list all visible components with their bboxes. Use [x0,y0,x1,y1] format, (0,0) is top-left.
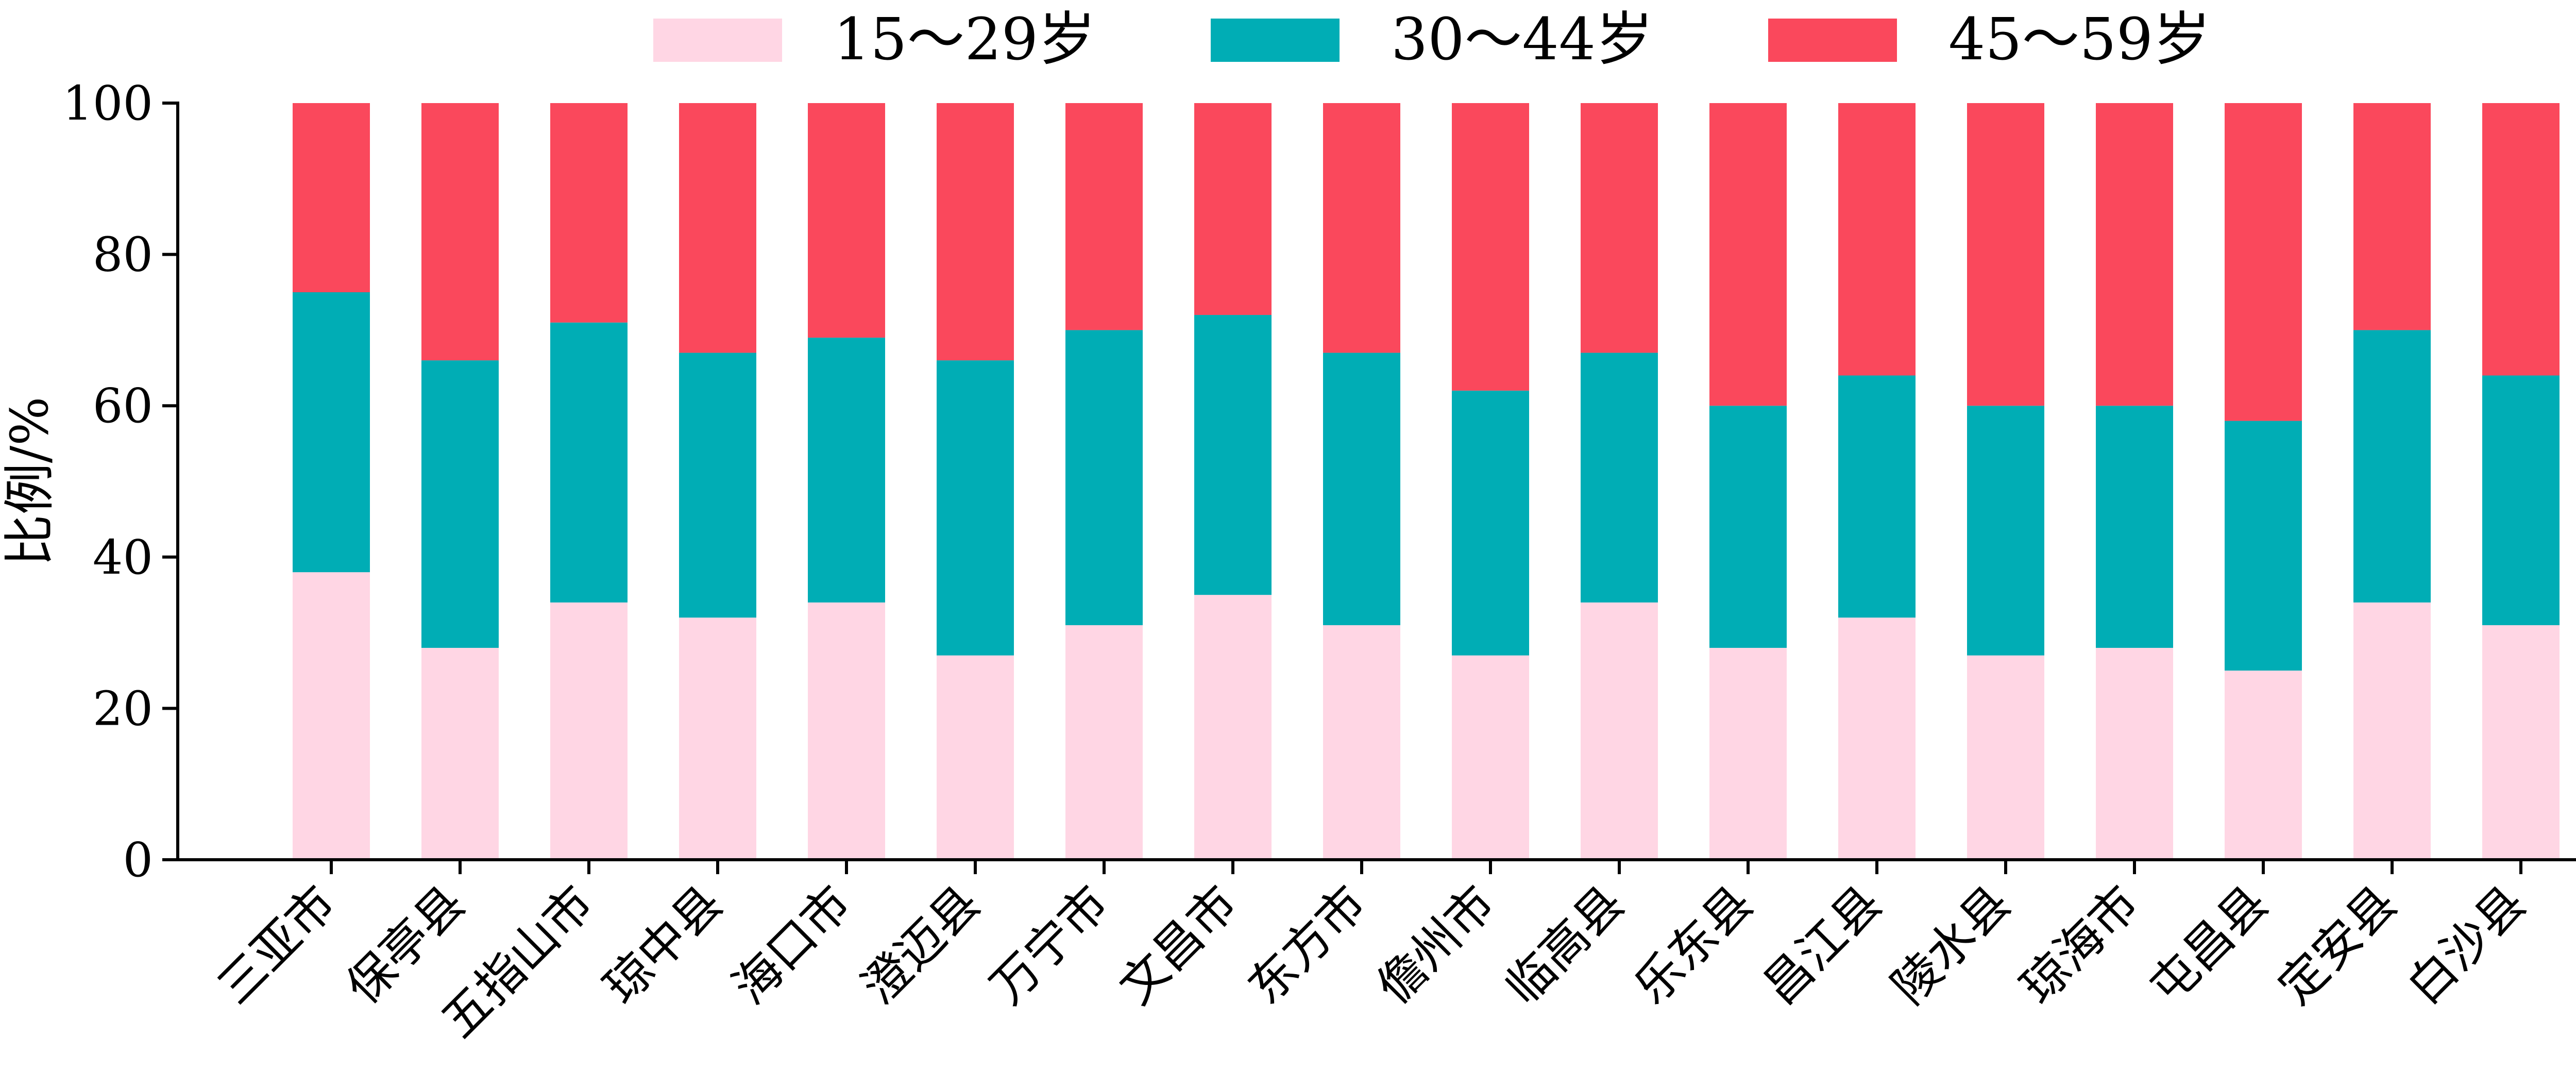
bar-segment [1967,406,2044,656]
bar-segment [1838,103,1916,376]
bar-segment [1581,602,1658,860]
bar-segment [1967,655,2044,860]
legend: 15～29岁 30～44岁 45～59岁 [653,6,2211,73]
legend-label: 45～59岁 [1948,6,2211,73]
bar-segment [550,103,628,323]
bar-segment [1709,647,1787,860]
legend-label: 15～29岁 [834,6,1096,73]
y-tick-label: 100 [62,76,153,131]
bar-segment [937,655,1014,860]
bar-segment [1065,330,1143,625]
axes [176,102,2576,861]
x-category-label: 乐东县 [1624,875,1764,1015]
bar-segment [2225,103,2302,421]
bar-segment [1709,103,1787,406]
bar-segment [2225,671,2302,860]
y-tick-label: 60 [93,378,153,433]
bar-segment [550,322,628,603]
legend-swatch [1211,19,1340,62]
x-category-label: 陵水县 [1882,875,2021,1015]
y-ticks: 0 20 40 60 80 100 [62,76,178,888]
bar-segment [2225,421,2302,671]
legend-swatch [1768,19,1897,62]
bar-segment [550,602,628,860]
bar-segment [937,360,1014,656]
bar-segment [1194,595,1272,860]
bars [293,103,2560,860]
y-tick-label: 0 [123,832,153,888]
x-category-label: 万宁市 [980,875,1120,1015]
bar-segment [2096,406,2173,648]
x-category-label: 定安县 [2268,875,2408,1015]
x-category-label: 文昌市 [1109,875,1248,1015]
y-tick-label: 80 [93,227,153,282]
bar-segment [679,353,756,618]
x-category-label: 屯昌县 [2139,875,2279,1015]
bar-segment [1323,625,1400,860]
bar-segment [1065,103,1143,330]
bar-segment [2353,330,2431,603]
bar-segment [1581,353,1658,603]
bar-segment [679,617,756,860]
bar-segment [293,292,370,573]
bar-segment [1452,655,1529,860]
bar-segment [421,360,499,648]
x-category-label: 三亚市 [207,875,347,1015]
x-ticks: 三亚市保亭县五指山市琼中县海口市澄迈县万宁市文昌市东方市儋州市临高县乐东县昌江县… [207,860,2536,1048]
bar-segment [2482,625,2560,860]
bar-segment [808,103,885,338]
bar-segment [1065,625,1143,860]
bar-segment [1194,103,1272,315]
legend-label: 30～44岁 [1391,6,1653,73]
bar-segment [1323,103,1400,353]
bar-segment [2482,375,2560,625]
bar-segment [1323,353,1400,625]
bar-segment [1709,406,1787,648]
bar-segment [937,103,1014,361]
bar-segment [679,103,756,353]
x-category-label: 琼中县 [594,875,733,1015]
bar-segment [1838,617,1916,860]
bar-segment [293,572,370,860]
bar-segment [1581,103,1658,353]
bar-segment [1838,375,1916,618]
bar-segment [2353,602,2431,860]
y-axis-title: 比例/% [0,397,60,566]
bar-segment [2096,103,2173,406]
x-category-label: 澄迈县 [851,875,991,1015]
legend-swatch [653,19,782,62]
bar-segment [1194,315,1272,595]
y-tick-label: 20 [93,681,153,736]
x-category-label: 琼海市 [2010,875,2150,1015]
bar-segment [808,602,885,860]
bar-segment [293,103,370,292]
bar-segment [1967,103,2044,406]
bar-segment [1452,103,1529,391]
x-category-label: 昌江县 [1753,875,1892,1015]
bar-segment [1452,390,1529,656]
x-category-label: 儋州市 [1366,875,1506,1015]
bar-segment [2353,103,2431,330]
bar-segment [421,103,499,361]
x-category-label: 海口市 [722,875,862,1015]
bar-segment [808,338,885,603]
bar-segment [2096,647,2173,860]
x-category-label: 东方市 [1238,875,1377,1015]
x-category-label: 临高县 [1495,875,1635,1015]
y-tick-label: 40 [93,530,153,585]
x-category-label: 白沙县 [2397,875,2536,1015]
bar-segment [421,647,499,860]
bar-segment [2482,103,2560,376]
